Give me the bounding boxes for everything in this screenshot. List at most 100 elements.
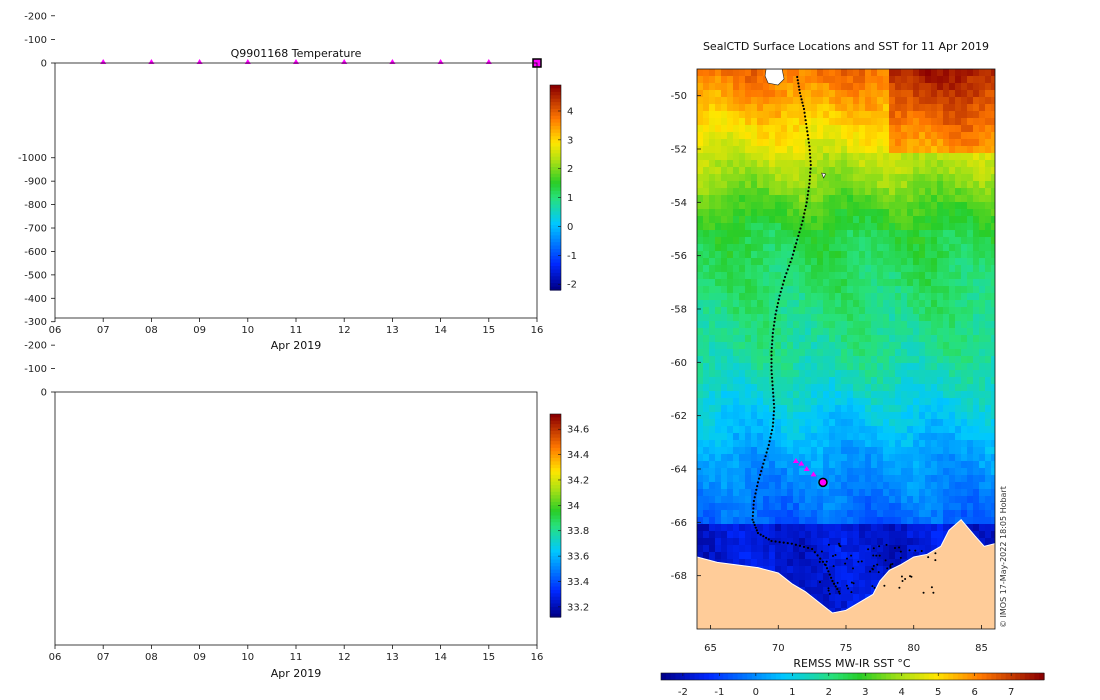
sst-cell xyxy=(763,223,770,231)
sst-cell xyxy=(703,209,710,217)
sst-cell xyxy=(955,258,962,266)
sst-cell xyxy=(781,160,788,168)
sst-cell xyxy=(757,202,764,210)
sst-cell xyxy=(967,342,974,350)
sst-cell xyxy=(757,293,764,301)
sst-cell xyxy=(721,97,728,105)
sst-cell xyxy=(829,349,836,357)
sst-cell xyxy=(703,181,710,189)
sst-cell xyxy=(961,223,968,231)
colorbar-swatch xyxy=(550,286,561,291)
sst-cell xyxy=(697,230,704,238)
sst-cell xyxy=(793,160,800,168)
sst-cell xyxy=(817,153,824,161)
sst-cell xyxy=(781,237,788,245)
sst-cell xyxy=(763,335,770,343)
sst-cell xyxy=(823,188,830,196)
sst-cell xyxy=(955,328,962,336)
sst-cell xyxy=(835,90,842,98)
sst-cell xyxy=(889,300,896,308)
sst-cell xyxy=(883,216,890,224)
sst-cell xyxy=(751,160,758,168)
colorbar-swatch xyxy=(550,238,561,243)
sst-cell xyxy=(877,251,884,259)
colorbar-swatch xyxy=(550,85,561,90)
sst-cell xyxy=(805,125,812,133)
sst-cell xyxy=(955,307,962,315)
sst-cell xyxy=(925,97,932,105)
sst-cell xyxy=(973,314,980,322)
sst-cell xyxy=(859,251,866,259)
sst-cell xyxy=(775,181,782,189)
sst-cell xyxy=(865,230,872,238)
sst-cell xyxy=(913,321,920,329)
sst-cell xyxy=(973,111,980,119)
sst-cell xyxy=(697,279,704,287)
sst-cell xyxy=(853,258,860,266)
sst-cell xyxy=(943,300,950,308)
sst-cell xyxy=(811,272,818,280)
colorbar-swatch xyxy=(550,525,561,530)
sst-cell xyxy=(991,223,995,231)
sst-cell xyxy=(991,153,995,161)
sst-cell xyxy=(709,342,716,350)
sst-cell xyxy=(883,139,890,147)
sst-cell xyxy=(811,244,818,252)
sst-cell xyxy=(709,195,716,203)
sst-cell xyxy=(853,69,860,77)
sst-cell xyxy=(955,104,962,112)
sst-cell xyxy=(859,244,866,252)
sst-cell xyxy=(727,307,734,315)
sst-cell xyxy=(739,188,746,196)
sst-cell xyxy=(781,104,788,112)
sst-cell xyxy=(853,202,860,210)
sst-cell xyxy=(985,153,992,161)
sst-cell xyxy=(835,363,842,371)
sst-cell xyxy=(877,237,884,245)
sst-cell xyxy=(889,174,896,182)
sst-cell xyxy=(793,132,800,140)
sst-cell xyxy=(865,188,872,196)
sst-cell xyxy=(733,293,740,301)
colorbar-tick-label: 0 xyxy=(567,222,573,233)
sst-cell xyxy=(715,181,722,189)
sst-cell xyxy=(967,356,974,364)
sst-cell xyxy=(823,272,830,280)
sst-cell xyxy=(745,160,752,168)
sst-cell xyxy=(829,125,836,133)
sst-cell xyxy=(847,139,854,147)
sst-cell xyxy=(859,111,866,119)
sst-cell xyxy=(847,181,854,189)
sst-cell xyxy=(745,223,752,231)
sst-cell xyxy=(799,279,806,287)
sst-cell xyxy=(745,258,752,266)
sst-cell xyxy=(889,307,896,315)
sst-cell xyxy=(937,97,944,105)
sst-cell xyxy=(967,265,974,273)
sst-cell xyxy=(979,83,986,91)
sst-cell xyxy=(811,328,818,336)
sst-cell xyxy=(907,321,914,329)
map-title: SealCTD Surface Locations and SST for 11… xyxy=(703,40,989,53)
sst-cell xyxy=(727,90,734,98)
sst-cell xyxy=(727,370,734,378)
sst-cell xyxy=(877,132,884,140)
colorbar-swatch xyxy=(550,173,561,178)
sst-cell xyxy=(805,307,812,315)
x-tick-label: 14 xyxy=(434,652,447,663)
sst-cell xyxy=(727,286,734,294)
sst-cell xyxy=(853,111,860,119)
sst-cell xyxy=(859,181,866,189)
sst-cell xyxy=(949,118,956,126)
x-tick-label: 13 xyxy=(386,652,399,663)
sst-cell xyxy=(895,104,902,112)
sst-cell xyxy=(949,209,956,217)
sst-cell xyxy=(727,300,734,308)
sst-cell xyxy=(913,251,920,259)
sst-cell xyxy=(853,209,860,217)
sst-cell xyxy=(865,209,872,217)
sst-cell xyxy=(709,265,716,273)
sst-cell xyxy=(715,293,722,301)
sst-cell xyxy=(817,237,824,245)
sst-cell xyxy=(781,111,788,119)
